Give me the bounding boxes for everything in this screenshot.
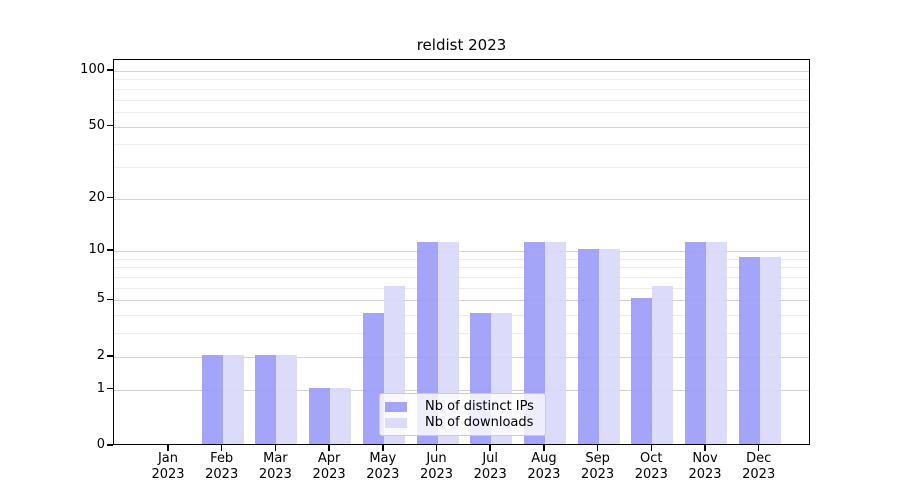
- bar-aug-series-1: [544, 242, 566, 444]
- x-tick-mark: [328, 445, 330, 451]
- legend-label: Nb of distinct IPs: [425, 399, 534, 414]
- bar-dec-series-1: [759, 256, 781, 444]
- x-tick-mark: [543, 445, 545, 451]
- x-tick-mark: [435, 445, 438, 451]
- y-tick-label: 100: [80, 62, 105, 77]
- chart-title: reldist 2023: [416, 36, 507, 54]
- y-tick-mark: [107, 354, 113, 357]
- legend-label: Nb of downloads: [425, 415, 534, 430]
- minor-gridline: [114, 88, 809, 90]
- x-tick-label-aug: Aug 2023: [527, 451, 561, 482]
- y-tick-mark: [107, 444, 113, 446]
- x-tick-mark: [382, 445, 384, 451]
- y-tick-mark: [107, 249, 113, 251]
- bar-sep-series-0: [577, 249, 599, 444]
- minor-gridline: [114, 315, 809, 317]
- y-tick-mark: [107, 387, 113, 390]
- x-tick-mark: [274, 445, 277, 451]
- major-gridline: [114, 251, 809, 253]
- minor-gridline: [114, 287, 809, 289]
- bar-apr-series-0: [309, 387, 331, 444]
- y-tick-mark: [107, 196, 113, 199]
- x-tick-label-jan: Jan 2023: [151, 451, 185, 482]
- x-tick-mark: [220, 445, 223, 451]
- x-tick-mark: [704, 445, 706, 451]
- plot-area: [113, 59, 810, 445]
- major-gridline: [114, 389, 809, 391]
- x-tick-label-dec: Dec 2023: [742, 451, 776, 482]
- y-tick-mark: [107, 298, 113, 301]
- major-gridline: [114, 356, 809, 358]
- bar-feb-series-1: [222, 354, 244, 444]
- bar-dec-series-0: [738, 256, 760, 444]
- minor-gridline: [114, 267, 809, 269]
- bar-oct-series-0: [631, 298, 653, 444]
- y-tick-label: 5: [96, 291, 105, 307]
- y-tick-label: 20: [88, 189, 105, 205]
- x-tick-label-oct: Oct 2023: [634, 451, 668, 482]
- minor-gridline: [114, 111, 809, 113]
- bar-nov-series-1: [706, 242, 727, 444]
- major-gridline: [114, 198, 809, 200]
- x-tick-mark: [650, 445, 653, 451]
- minor-gridline: [114, 144, 809, 146]
- bar-mar-series-1: [276, 354, 298, 444]
- x-tick-label-apr: Apr 2023: [312, 451, 346, 482]
- y-tick-label: 2: [96, 347, 105, 363]
- legend-entry: Nb of distinct IPs: [385, 399, 537, 414]
- x-tick-mark: [757, 445, 760, 451]
- minor-gridline: [114, 277, 809, 279]
- major-gridline: [114, 300, 809, 302]
- x-tick-label-sep: Sep 2023: [581, 451, 615, 482]
- x-tick-mark: [489, 445, 491, 451]
- minor-gridline: [114, 99, 809, 101]
- minor-gridline: [114, 79, 809, 81]
- legend-entry: Nb of downloads: [385, 415, 537, 430]
- y-tick-mark: [107, 69, 113, 71]
- y-tick-label: 50: [88, 117, 105, 133]
- legend: Nb of distinct IPs Nb of downloads: [379, 393, 546, 436]
- y-tick-mark: [107, 124, 113, 127]
- minor-gridline: [114, 333, 809, 335]
- bar-feb-series-0: [201, 354, 223, 444]
- x-tick-mark: [167, 445, 169, 451]
- y-tick-label: 1: [96, 380, 105, 396]
- y-tick-label: 10: [88, 242, 105, 258]
- x-tick-label-nov: Nov 2023: [688, 451, 722, 482]
- bar-oct-series-1: [652, 285, 674, 444]
- minor-gridline: [114, 166, 809, 168]
- major-gridline: [114, 126, 809, 128]
- x-tick-label-jun: Jun 2023: [419, 451, 454, 482]
- legend-swatch-icon: [385, 401, 407, 412]
- x-tick-label-mar: Mar 2023: [258, 451, 292, 482]
- y-tick-label: 0: [96, 437, 105, 452]
- x-tick-label-feb: Feb 2023: [205, 451, 239, 482]
- bar-may-series-0: [362, 313, 384, 444]
- bar-mar-series-0: [255, 354, 277, 444]
- x-tick-mark: [596, 445, 599, 451]
- x-tick-label-jul: Jul 2023: [473, 451, 507, 482]
- bar-apr-series-1: [330, 387, 352, 444]
- x-tick-label-may: May 2023: [366, 451, 400, 482]
- bar-nov-series-0: [685, 242, 706, 444]
- legend-swatch-icon: [385, 417, 407, 428]
- bar-sep-series-1: [598, 249, 620, 444]
- major-gridline: [114, 71, 809, 72]
- minor-gridline: [114, 258, 809, 260]
